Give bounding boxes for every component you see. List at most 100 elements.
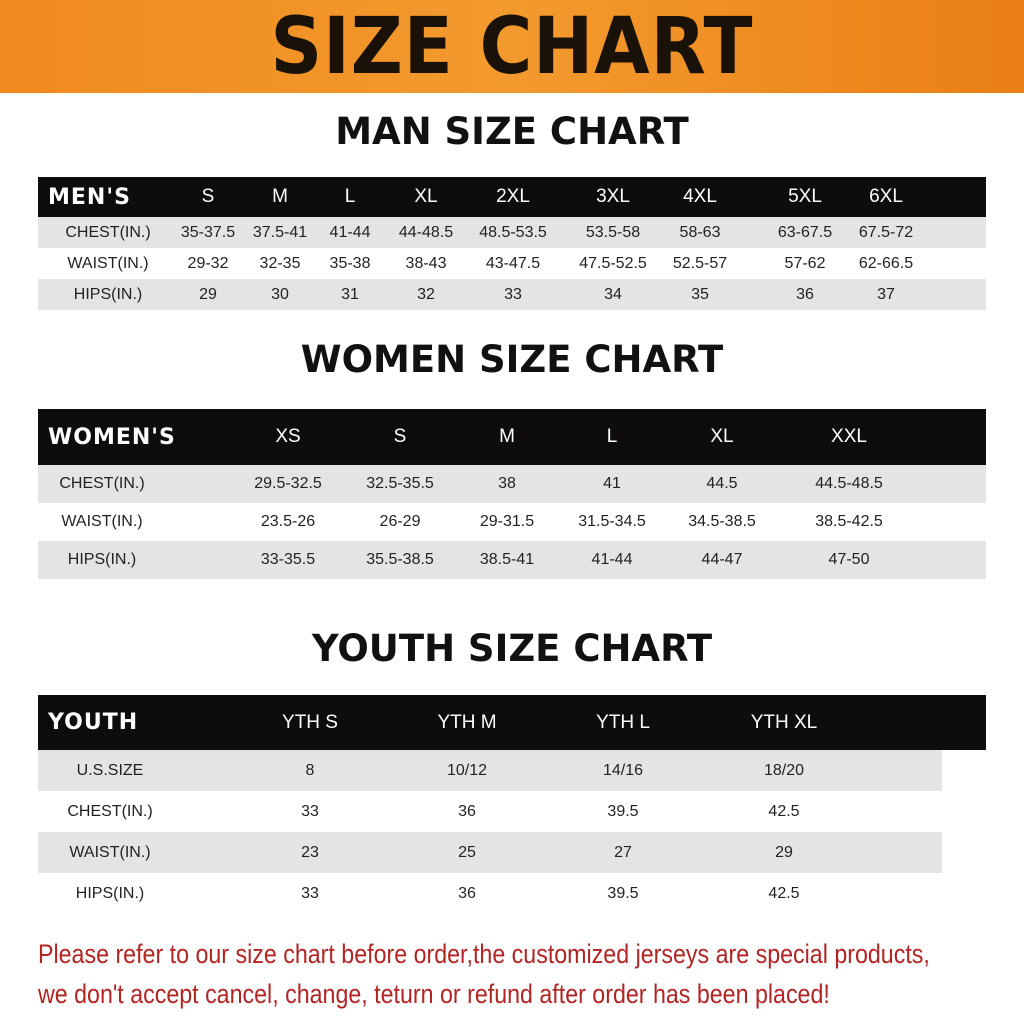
row-label: CHEST(IN.): [65, 223, 151, 241]
measurement-cell: 8: [305, 761, 315, 779]
table-row: CHEST(IN.) 35-37.5 37.5-41 41-44 44-48.5 48.5…: [38, 217, 986, 248]
measurement-cell: 52.5-57: [672, 254, 728, 272]
size-header: 2XL: [496, 186, 530, 207]
measurement-cell: 26-29: [379, 513, 421, 530]
row-label: WAIST(IN.): [69, 843, 151, 861]
row-label: HIPS(IN.): [75, 884, 145, 902]
measurement-cell: 29-31.5: [479, 513, 535, 530]
measurement-cell: 38: [498, 475, 516, 492]
table-title-cell: WOMEN'S: [48, 424, 176, 450]
measurement-cell: 32.5-35.5: [366, 475, 434, 492]
measurement-cell: 34: [604, 285, 622, 303]
measurement-cell: 44.5-48.5: [815, 475, 883, 492]
size-header: YTH L: [596, 711, 650, 733]
row-label: U.S.SIZE: [76, 761, 144, 779]
size-header: S: [201, 186, 215, 207]
measurement-cell: 62-66.5: [858, 254, 914, 272]
measurement-cell: 47.5-52.5: [579, 254, 647, 272]
row-label: WAIST(IN.): [61, 513, 143, 530]
women-section-title: WOMEN SIZE CHART: [300, 338, 724, 381]
measurement-cell: 10/12: [446, 761, 488, 779]
measurement-cell: 33: [504, 285, 522, 303]
row-label: HIPS(IN.): [67, 551, 137, 568]
notice-text: Please refer to our size chart before or…: [38, 934, 930, 1014]
measurement-cell: 32: [417, 285, 435, 303]
measurement-cell: 47-50: [828, 551, 870, 568]
measurement-cell: 57-62: [784, 254, 826, 272]
measurement-cell: 44-48.5: [398, 223, 454, 241]
measurement-cell: 36: [458, 802, 476, 820]
banner: SIZE CHART: [0, 0, 1024, 93]
measurement-cell: 38-43: [405, 254, 447, 272]
notice-line-1: Please refer to our size chart before or…: [38, 939, 930, 969]
measurement-cell: 18/20: [763, 761, 805, 779]
measurement-cell: 25: [458, 843, 476, 861]
size-header: YTH S: [282, 711, 338, 733]
row-label: CHEST(IN.): [59, 475, 145, 492]
measurement-cell: 14/16: [602, 761, 644, 779]
measurement-cell: 67.5-72: [858, 223, 914, 241]
table-row: CHEST(IN.) 29.5-32.5 32.5-35.5 38 41 44.5 44.5…: [38, 465, 986, 503]
measurement-cell: 33: [301, 884, 319, 902]
size-header: 3XL: [596, 186, 630, 207]
table-row: CHEST(IN.) 33 36 39.5 42.5: [38, 791, 942, 832]
measurement-cell: 36: [458, 884, 476, 902]
table-title-cell: YOUTH: [48, 710, 139, 735]
measurement-cell: 38.5-41: [479, 551, 535, 568]
size-header: L: [606, 426, 618, 447]
measurement-cell: 53.5-58: [585, 223, 641, 241]
size-header: XXL: [831, 426, 867, 447]
measurement-cell: 42.5: [768, 802, 800, 820]
size-header: XS: [275, 426, 301, 447]
table-row: WAIST(IN.) 23.5-26 26-29 29-31.5 31.5-34.5 34…: [38, 503, 986, 541]
measurement-cell: 30: [271, 285, 289, 303]
row-label: WAIST(IN.): [67, 254, 149, 272]
size-header: XL: [710, 426, 734, 447]
measurement-cell: 38.5-42.5: [815, 513, 883, 530]
measurement-cell: 33: [301, 802, 319, 820]
measurement-cell: 34.5-38.5: [688, 513, 756, 530]
page-title: SIZE CHART: [270, 2, 754, 92]
header-row: MEN'S S M L XL 2XL 3XL 4XL 5XL 6XL: [38, 177, 986, 217]
measurement-cell: 35-38: [329, 254, 371, 272]
measurement-cell: 48.5-53.5: [479, 223, 547, 241]
measurement-cell: 29: [775, 843, 793, 861]
measurement-cell: 35: [691, 285, 709, 303]
row-label: HIPS(IN.): [73, 285, 143, 303]
measurement-cell: 63-67.5: [777, 223, 833, 241]
measurement-cell: 44.5: [706, 475, 738, 492]
measurement-cell: 42.5: [768, 884, 800, 902]
table-row: HIPS(IN.) 33 36 39.5 42.5: [38, 873, 942, 914]
measurement-cell: 41-44: [591, 551, 633, 568]
men-section-title: MAN SIZE CHART: [335, 110, 689, 153]
measurement-cell: 29-32: [187, 254, 229, 272]
size-header: S: [393, 426, 407, 447]
size-header: YTH XL: [750, 711, 818, 733]
row-label: CHEST(IN.): [67, 802, 153, 820]
measurement-cell: 37: [877, 285, 895, 303]
measurement-cell: 41-44: [329, 223, 371, 241]
table-row: U.S.SIZE 8 10/12 14/16 18/20: [38, 750, 942, 791]
measurement-cell: 23: [301, 843, 319, 861]
measurement-cell: 58-63: [679, 223, 721, 241]
size-header: 4XL: [683, 186, 717, 207]
measurement-cell: 44-47: [701, 551, 743, 568]
measurement-cell: 27: [614, 843, 632, 861]
measurement-cell: 29.5-32.5: [254, 475, 322, 492]
size-header: YTH M: [437, 711, 497, 733]
measurement-cell: 43-47.5: [485, 254, 541, 272]
table-row: WAIST(IN.) 23 25 27 29: [38, 832, 942, 873]
measurement-cell: 32-35: [259, 254, 301, 272]
measurement-cell: 41: [603, 475, 621, 492]
measurement-cell: 31.5-34.5: [578, 513, 646, 530]
size-header: M: [499, 426, 515, 447]
measurement-cell: 39.5: [607, 802, 639, 820]
size-header: XL: [414, 186, 438, 207]
measurement-cell: 35.5-38.5: [366, 551, 434, 568]
header-row: YOUTH YTH S YTH M YTH L YTH XL: [38, 695, 986, 750]
table-row: HIPS(IN.) 29 30 31 32 33 34 35 36 37: [38, 279, 986, 310]
table-row: HIPS(IN.) 33-35.5 35.5-38.5 38.5-41 41-44 44-…: [38, 541, 986, 579]
table-title-cell: MEN'S: [48, 184, 131, 210]
youth-section-title: YOUTH SIZE CHART: [311, 627, 713, 670]
notice-line-2: we don't accept cancel, change, teturn o…: [38, 979, 830, 1009]
